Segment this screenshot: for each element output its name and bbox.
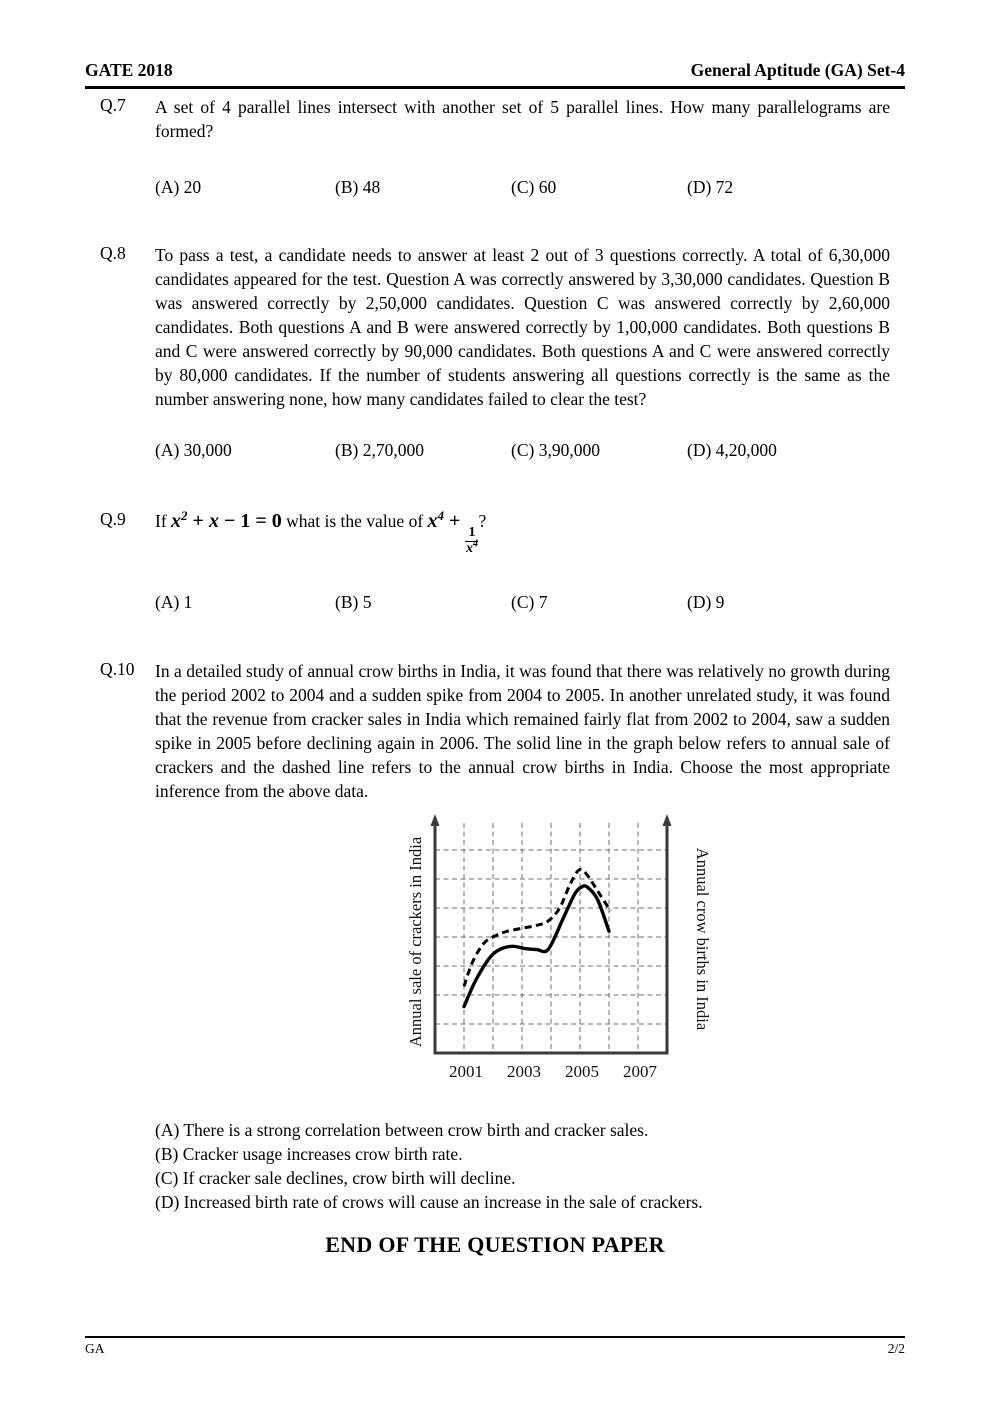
questions-area: Q.7 A set of 4 parallel lines intersect … (85, 89, 905, 1214)
tick-2007: 2007 (623, 1062, 658, 1081)
option-a: (A) 20 (155, 177, 202, 197)
header-exam-title: GATE 2018 (85, 60, 173, 80)
question-9: Q.9 If x2 + x − 1 = 0 what is the value … (85, 509, 905, 614)
option-b: (B) 2,70,000 (335, 440, 424, 460)
option-b: (B) 5 (335, 592, 372, 613)
chart-gridlines (435, 823, 667, 1054)
end-of-paper-note: END OF THE QUESTION PAPER (325, 1232, 665, 1258)
question-7-text: A set of 4 parallel lines intersect with… (155, 97, 890, 141)
option-c: (C) 7 (511, 592, 548, 613)
crow-cracker-chart: Annual sale of crackers in India Annual … (406, 811, 712, 1092)
page-footer: GA 2/2 (85, 1336, 905, 1357)
option-a: (A) 1 (155, 592, 193, 613)
option-d: (D) Increased birth rate of crows will c… (155, 1192, 703, 1213)
option-c: (C) If cracker sale declines, crow birth… (155, 1168, 516, 1189)
option-d: (D) 4,20,000 (687, 440, 777, 460)
option-d: (D) 72 (687, 177, 734, 197)
x-axis-tick-labels: 2001 2003 2005 2007 (449, 1062, 658, 1081)
question-8-options: (A) 30,000 (B) 2,70,000 (C) 3,90,000 (D)… (155, 438, 905, 462)
tick-2003: 2003 (507, 1062, 541, 1081)
q9-formula: If x2 + x − 1 = 0 what is the value of x… (155, 508, 487, 557)
question-9-number: Q.9 (100, 509, 126, 529)
question-8: Q.8 To pass a test, a candidate needs to… (85, 243, 905, 462)
question-10-options: (A) There is a strong correlation betwee… (155, 1118, 905, 1214)
tick-2001: 2001 (449, 1062, 483, 1081)
question-8-number: Q.8 (100, 243, 126, 263)
question-9-options: (A) 1 (B) 5 (C) 7 (D) 9 (155, 590, 905, 614)
page-header: GATE 2018 General Aptitude (GA) Set-4 (85, 60, 905, 89)
left-axis-label: Annual sale of crackers in India (407, 836, 425, 1047)
question-10-text: In a detailed study of annual crow birth… (155, 661, 890, 802)
question-8-body: To pass a test, a candidate needs to ans… (155, 243, 905, 462)
question-9-body: If x2 + x − 1 = 0 what is the value of x… (155, 509, 905, 614)
q10-chart-row: Annual sale of crackers in India Annual … (155, 811, 905, 1092)
option-b: (B) 48 (335, 177, 381, 197)
chart-axes (430, 814, 672, 1055)
option-c: (C) 3,90,000 (511, 440, 600, 460)
series-dashed (462, 868, 612, 987)
question-8-text: To pass a test, a candidate needs to ans… (155, 245, 890, 409)
footer-page-number: 2/2 (887, 1341, 905, 1356)
option-a: (A) 30,000 (155, 440, 232, 460)
tick-2005: 2005 (565, 1062, 599, 1081)
option-d: (D) 9 (687, 592, 725, 613)
option-b: (B) Cracker usage increases crow birth r… (155, 1144, 463, 1165)
question-10: Q.10 In a detailed study of annual crow … (85, 659, 905, 1214)
option-a: (A) There is a strong correlation betwee… (155, 1120, 649, 1141)
line-chart: Annual sale of crackers in India Annual … (406, 814, 712, 1081)
question-7-body: A set of 4 parallel lines intersect with… (155, 95, 905, 199)
question-10-number: Q.10 (100, 659, 135, 680)
question-7-options: (A) 20 (B) 48 (C) 60 (D) 72 (155, 175, 905, 199)
right-axis-label: Annual crow births in India (693, 848, 709, 1031)
question-10-body: In a detailed study of annual crow birth… (155, 659, 905, 1214)
footer-paper-code: GA (85, 1341, 105, 1356)
question-7: Q.7 A set of 4 parallel lines intersect … (85, 95, 905, 199)
question-7-number: Q.7 (100, 95, 126, 115)
fraction: 1 x4 (465, 524, 479, 557)
option-c: (C) 60 (511, 177, 557, 197)
series-solid (462, 884, 611, 1009)
chart-series-lines (462, 868, 612, 1009)
question-9-text: If x2 + x − 1 = 0 what is the value of x… (155, 509, 905, 557)
header-paper-title: General Aptitude (GA) Set-4 (690, 60, 905, 80)
